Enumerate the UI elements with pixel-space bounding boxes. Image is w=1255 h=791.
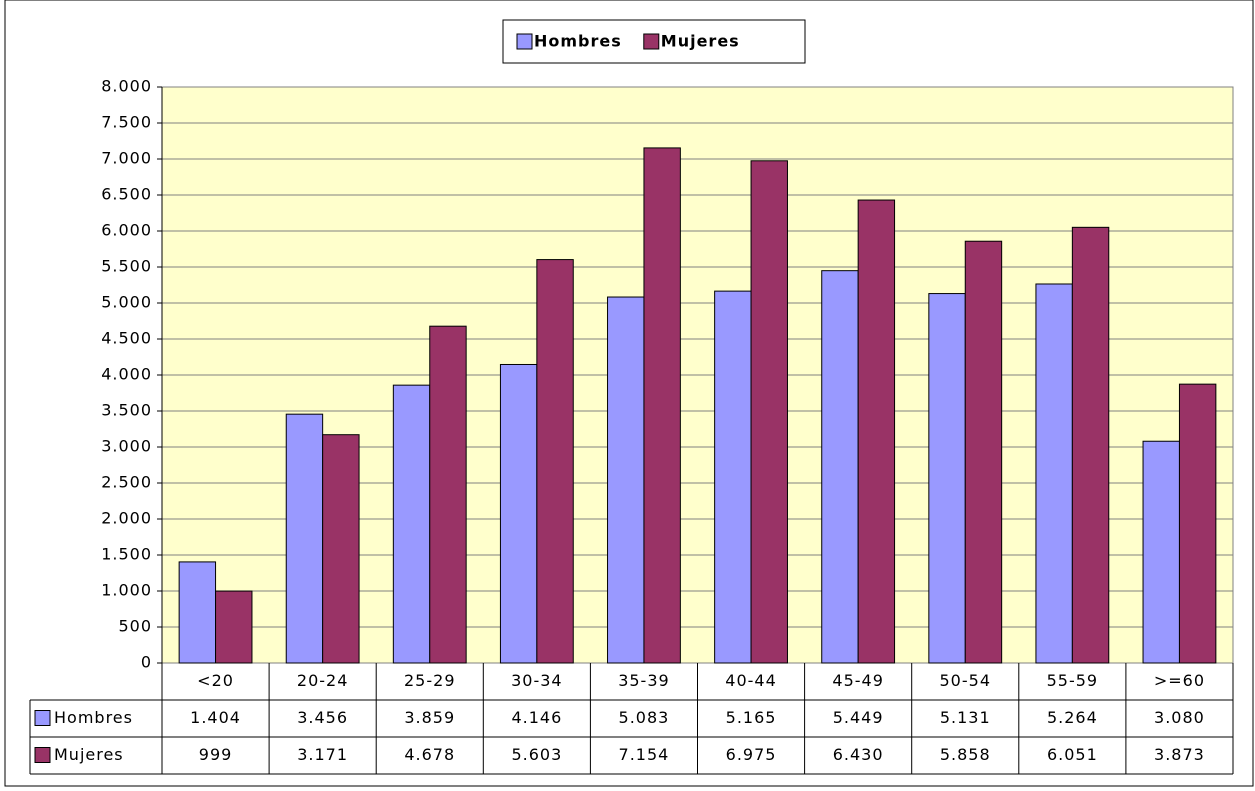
bar bbox=[928, 293, 966, 664]
table-value: 5.264 bbox=[1047, 708, 1098, 727]
table-value: 6.051 bbox=[1047, 745, 1098, 764]
bar bbox=[714, 290, 752, 664]
y-tick-label: 5.000 bbox=[101, 293, 152, 312]
x-tick-label: 50-54 bbox=[940, 671, 992, 690]
table-value: 4.146 bbox=[511, 708, 562, 727]
y-tick-label: 3.000 bbox=[101, 437, 152, 456]
y-tick-label: 5.500 bbox=[101, 257, 152, 276]
bar bbox=[1142, 440, 1180, 664]
bar bbox=[821, 270, 859, 664]
y-tick-label: 0 bbox=[141, 653, 152, 672]
y-tick-label: 7.000 bbox=[101, 149, 152, 168]
table-value: 5.165 bbox=[726, 708, 777, 727]
bar bbox=[429, 325, 467, 664]
bar bbox=[964, 240, 1003, 664]
bar bbox=[607, 296, 645, 664]
bar bbox=[643, 147, 681, 664]
legend-swatch bbox=[34, 747, 51, 763]
y-tick-label: 7.500 bbox=[101, 113, 152, 132]
y-tick-label: 6.500 bbox=[101, 185, 152, 204]
y-tick-label: 2.500 bbox=[101, 473, 152, 492]
x-tick-label: <20 bbox=[197, 671, 234, 690]
table-value: 5.131 bbox=[940, 708, 991, 727]
table-value: 5.449 bbox=[833, 708, 884, 727]
legend-swatch bbox=[516, 33, 533, 50]
bar bbox=[322, 434, 360, 664]
bar bbox=[499, 363, 538, 664]
y-tick-label: 1.000 bbox=[101, 581, 152, 600]
table-row-label: Hombres bbox=[54, 708, 133, 727]
x-tick-label: >=60 bbox=[1154, 671, 1205, 690]
x-tick-label: 55-59 bbox=[1047, 671, 1099, 690]
x-tick-label: 30-34 bbox=[511, 671, 563, 690]
bar bbox=[750, 160, 788, 664]
x-tick-label: 45-49 bbox=[832, 671, 884, 690]
table-value: 7.154 bbox=[619, 745, 670, 764]
bar bbox=[857, 199, 896, 664]
y-tick-label: 4.000 bbox=[101, 365, 152, 384]
legend-label: Mujeres bbox=[661, 32, 740, 51]
bar bbox=[536, 259, 574, 664]
table-value: 3.873 bbox=[1154, 745, 1205, 764]
y-tick-label: 500 bbox=[118, 617, 152, 636]
legend-swatch bbox=[34, 710, 51, 726]
y-tick-label: 6.000 bbox=[101, 221, 152, 240]
y-tick-label: 4.500 bbox=[101, 329, 152, 348]
table-value: 4.678 bbox=[404, 745, 455, 764]
bar bbox=[1178, 383, 1217, 664]
table-value: 5.603 bbox=[511, 745, 562, 764]
x-tick-label: 20-24 bbox=[297, 671, 349, 690]
table-value: 6.975 bbox=[726, 745, 777, 764]
table-value: 5.858 bbox=[940, 745, 991, 764]
table-value: 3.859 bbox=[404, 708, 455, 727]
table-value: 5.083 bbox=[619, 708, 670, 727]
table-value: 3.080 bbox=[1154, 708, 1205, 727]
y-tick-label: 3.500 bbox=[101, 401, 152, 420]
bar bbox=[178, 561, 217, 664]
x-tick-label: 25-29 bbox=[404, 671, 456, 690]
y-tick-label: 1.500 bbox=[101, 545, 152, 564]
legend-swatch bbox=[643, 33, 660, 50]
x-tick-label: 35-39 bbox=[618, 671, 670, 690]
table-row-label: Mujeres bbox=[54, 745, 124, 764]
x-tick-label: 40-44 bbox=[725, 671, 777, 690]
bar bbox=[215, 590, 253, 664]
table-value: 3.456 bbox=[297, 708, 348, 727]
bar bbox=[285, 413, 324, 664]
table-value: 6.430 bbox=[833, 745, 884, 764]
table-value: 3.171 bbox=[297, 745, 348, 764]
bar bbox=[392, 384, 431, 664]
y-tick-label: 2.000 bbox=[101, 509, 152, 528]
y-tick-label: 8.000 bbox=[101, 77, 152, 96]
table-value: 999 bbox=[199, 745, 233, 764]
bar bbox=[1035, 283, 1073, 664]
table-value: 1.404 bbox=[190, 708, 241, 727]
legend-label: Hombres bbox=[534, 32, 622, 51]
bar bbox=[1071, 226, 1110, 664]
